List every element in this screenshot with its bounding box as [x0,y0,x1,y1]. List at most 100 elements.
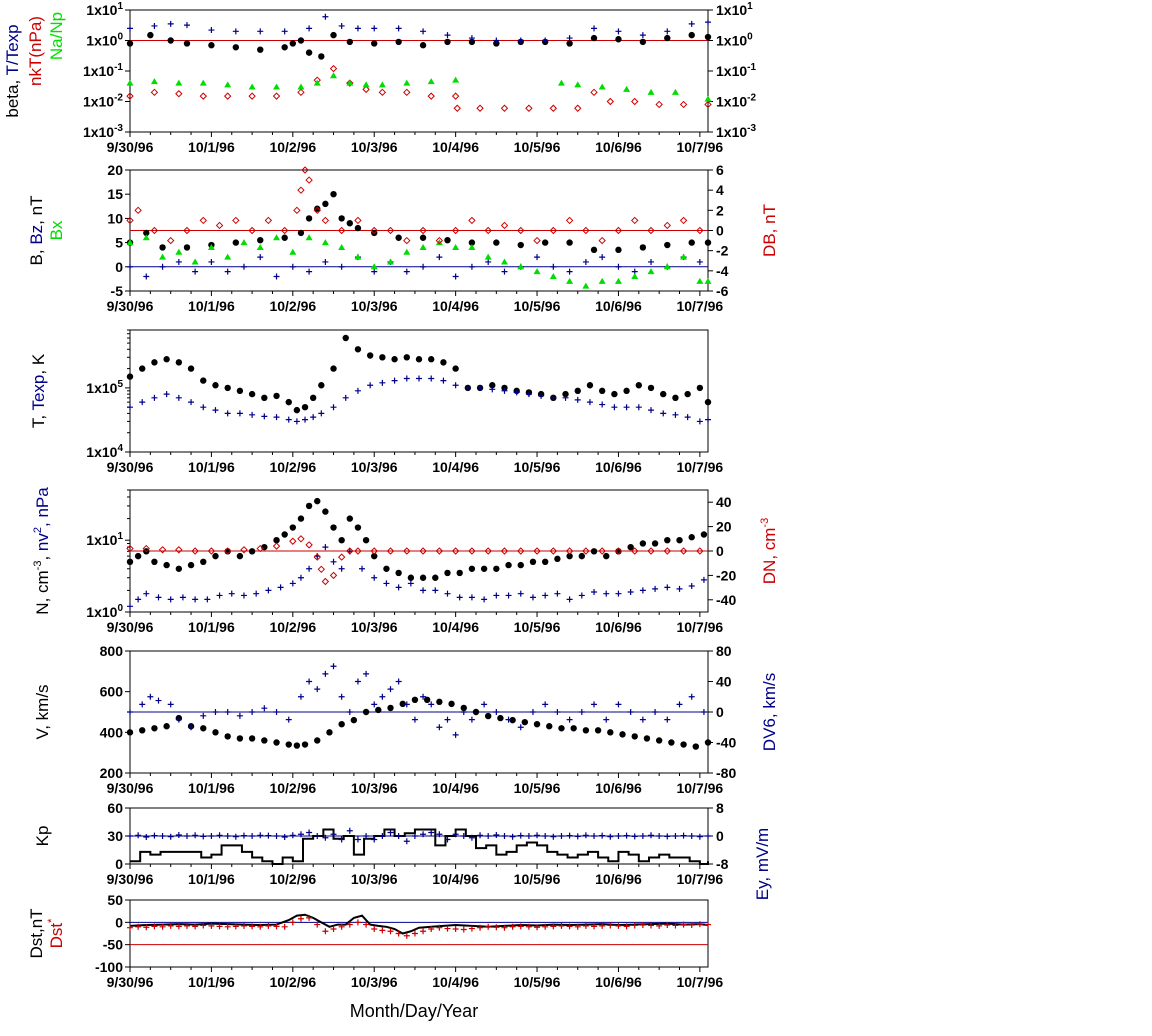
Bx-point [338,243,346,250]
Ey-point [525,833,532,839]
Ey-point [672,833,679,839]
DV6-point [306,678,313,685]
y-tick-label: 20 [107,162,123,178]
y-tick-label-base: 0 [115,856,123,872]
N-point [273,536,280,544]
Dst*-point [631,922,638,929]
Texp-point [586,399,593,406]
y-tick-label: 1x105 [86,379,123,396]
Bz-point [501,268,508,275]
nkT(nPa)-point [126,92,134,100]
Dst*-point [183,922,190,929]
T/Texp-point [127,25,133,32]
DV6-point [688,693,695,700]
T-point [285,398,292,406]
V-point [460,704,467,712]
y-axis-label-2: Dst* [46,918,66,949]
y-axis-label: V, km/s [33,684,52,739]
y-axis-label-3: Na/Np [47,12,66,60]
nv2-point [566,596,573,603]
Ey-point [460,833,467,839]
N-point [297,515,305,522]
y2-tick-label: -8 [716,856,729,872]
DV6-point [212,709,219,715]
B-point [330,191,337,198]
Bx-point [370,263,378,270]
Bz-point [175,258,182,265]
Ey-point [371,836,378,843]
nv2-point [554,590,561,597]
T-point [126,373,134,380]
nkT(nPa)-point [199,92,207,100]
DV6-point [554,709,561,715]
Dst*-point [501,924,508,931]
nkT(nPa)-point [403,88,411,97]
y2-tick-label-exp: -2 [747,93,756,104]
T/Texp-point [208,27,215,34]
nv2-point [277,584,284,591]
nkT(nPa)-point [150,88,159,97]
Texp-point [705,416,711,423]
N-point [281,531,288,538]
Bx-point [696,277,704,284]
nv2-point [615,590,622,597]
T-point [309,394,317,402]
Bz-point [240,263,247,270]
DN-point [272,542,281,550]
y-tick-label-base: 20 [107,162,123,178]
T-point [440,359,447,366]
V-point [484,712,492,720]
T/Texp-point [688,20,695,27]
nv2-point [371,574,378,581]
Na/Np-point [403,79,411,86]
Na/Np-point [175,79,183,86]
Ey-point [151,832,158,839]
Dst*-point [420,928,427,935]
y2-axis-label-part-0: DV6, km/s [760,673,779,751]
Kp-line [130,828,709,865]
Dst*-point [615,922,622,929]
DB-point [321,216,330,225]
V-point [582,727,590,734]
T-point [354,346,362,353]
Dst*-point [411,930,418,937]
DV6-point [468,716,475,723]
B-point [281,234,288,241]
panel-p3: 9/30/96 10/1/96 10/2/96 10/3/96 10/4/96 10/5/… [107,329,723,475]
V-point [326,729,333,736]
y2-axis-label-part-0: DB, nT [760,204,779,257]
series-nkT(nPa) [126,64,712,112]
Bx-point [566,277,574,284]
y2-tick-label-base: 8 [716,800,724,816]
B-point [159,244,166,251]
DN-point [289,537,297,545]
Dst*-point [680,921,687,928]
N-point [200,558,207,566]
T/Texp-point [493,37,500,44]
V-point [411,696,419,703]
DN-point [207,547,216,555]
Dst*-point [257,923,264,930]
series-Dst* [127,914,711,939]
y2-tick-label-base: 1x10 [716,33,747,49]
Ey-point [200,833,207,840]
nv2-point [167,596,174,603]
Dst*-point [338,923,345,930]
V-point [655,737,663,744]
N-point [517,561,524,569]
Dst*-point [485,923,492,930]
nkT(nPa)-point [451,92,460,100]
V-point [533,721,541,728]
DN-point [297,535,305,543]
y-tick-label-base: 800 [100,643,124,659]
N-point [456,569,463,577]
Bx-point [289,248,297,255]
DV6-point [346,709,353,715]
x-tick-label: 10/1/96 [188,871,235,887]
y2-tick-label-exp: -1 [747,62,756,73]
N-point [444,569,451,577]
N-point [212,552,219,560]
y-tick-label-base: 0 [115,914,123,930]
y2-axis-label: DB, nT [760,204,779,257]
Na/Np-point [623,85,631,92]
